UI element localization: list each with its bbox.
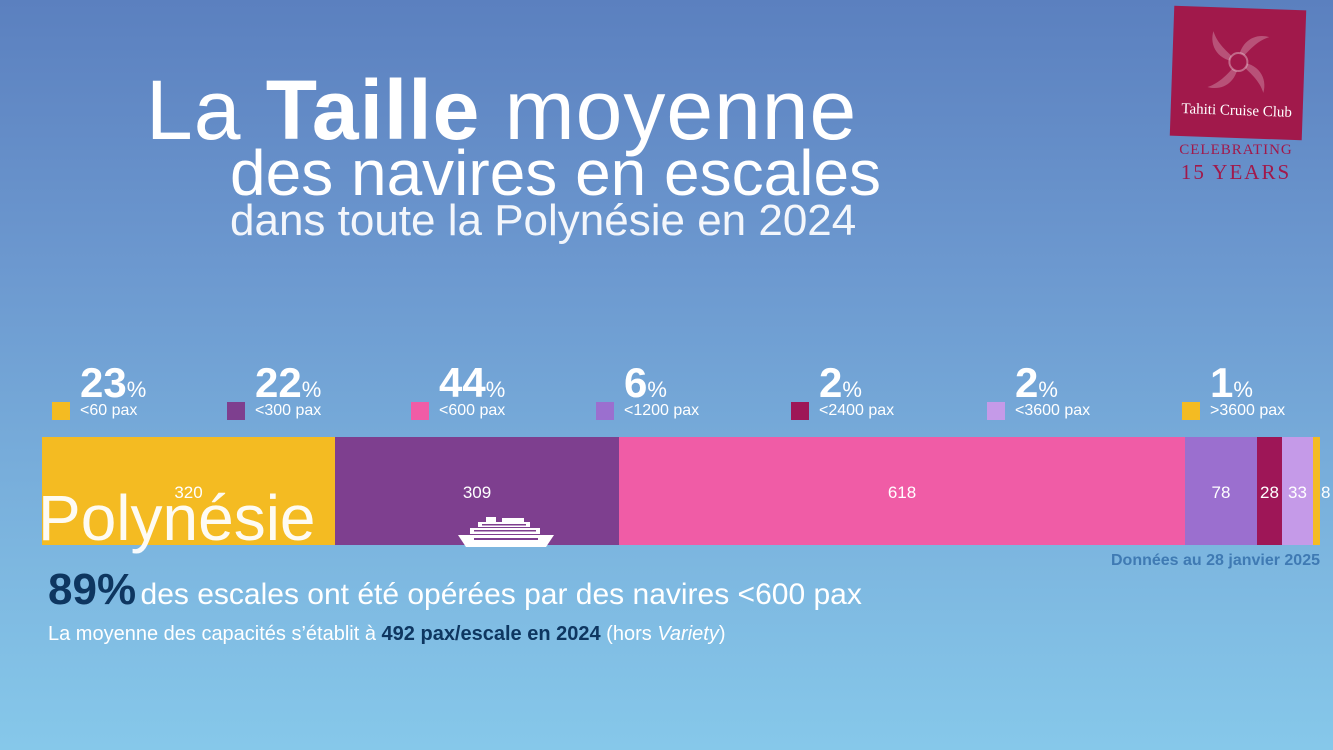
- bar-segment-3: [1185, 437, 1257, 545]
- bar-segment-0: [42, 437, 335, 545]
- title-word-la: La: [146, 63, 242, 157]
- title-line-1: La Taille moyenne: [146, 60, 857, 160]
- legend-swatch: [791, 402, 809, 420]
- bar-value-label-3: 78: [1211, 483, 1231, 502]
- bar-value-label-2: 618: [887, 483, 917, 502]
- stacked-bar: 320 309 618 78 28 33 8: [42, 437, 1330, 545]
- legend-swatch: [987, 402, 1005, 420]
- summary-percent: 89%: [48, 565, 137, 614]
- legend-label: >3600 pax: [1210, 402, 1286, 419]
- legend-percent: 23%: [80, 359, 147, 406]
- bar-segment-6: [1313, 437, 1320, 545]
- data-source-note: Données au 28 janvier 2025: [1111, 552, 1320, 569]
- legend-label: <1200 pax: [624, 402, 700, 419]
- title-word-taille: Taille: [265, 63, 481, 157]
- swirl-icon: [1207, 31, 1270, 93]
- legend-label: <60 pax: [80, 402, 138, 419]
- legend-percent: 6%: [624, 359, 667, 406]
- row-label-polynesie: Polynésie: [38, 482, 316, 554]
- legend-swatch: [227, 402, 245, 420]
- legend-swatch: [1182, 402, 1200, 420]
- bar-value-label-5: 33: [1288, 483, 1307, 502]
- bar-value-label-4: 28: [1260, 483, 1279, 502]
- logo-text: Tahiti Cruise Club: [1181, 101, 1293, 121]
- title-word-moyenne: moyenne: [504, 63, 858, 157]
- legend-percent: 2%: [819, 359, 862, 406]
- bar-value-label-1: 309: [462, 483, 492, 502]
- bar-segment-5: [1282, 437, 1313, 545]
- legend-swatch: [596, 402, 614, 420]
- summary-line: 89% des escales ont été opérées par des …: [48, 565, 862, 615]
- legend-label: <300 pax: [255, 402, 322, 419]
- legend-label: <2400 pax: [819, 402, 895, 419]
- legend-percent: 1%: [1210, 359, 1253, 406]
- bar-segment-4: [1257, 437, 1282, 545]
- summary-text: des escales ont été opérées par des navi…: [140, 578, 862, 611]
- bar-value-label-6: 8: [1321, 483, 1331, 502]
- legend-percent: 2%: [1015, 359, 1058, 406]
- legend-label: <600 pax: [439, 402, 506, 419]
- bar-segment-1: [335, 437, 619, 545]
- average-capacity-line: La moyenne des capacités s’établit à 492…: [48, 623, 726, 645]
- title-line-2: des navires en escales: [230, 137, 882, 209]
- bar-segment-2: [619, 437, 1185, 545]
- celebrating-text: CELEBRATING: [1179, 142, 1293, 158]
- tahiti-cruise-club-logo: Tahiti Cruise Club: [1169, 5, 1307, 141]
- legend-label: <3600 pax: [1015, 402, 1091, 419]
- legend-percent: 22%: [255, 359, 322, 406]
- legend-swatch: [52, 402, 70, 420]
- cruise-ship-icon: [458, 517, 554, 547]
- bar-value-label-0: 320: [174, 483, 203, 502]
- title-line-3: dans toute la Polynésie en 2024: [230, 196, 857, 245]
- legend-percent: 44%: [439, 359, 506, 406]
- legend-swatch: [411, 402, 429, 420]
- years-text: 15 YEARS: [1180, 160, 1292, 184]
